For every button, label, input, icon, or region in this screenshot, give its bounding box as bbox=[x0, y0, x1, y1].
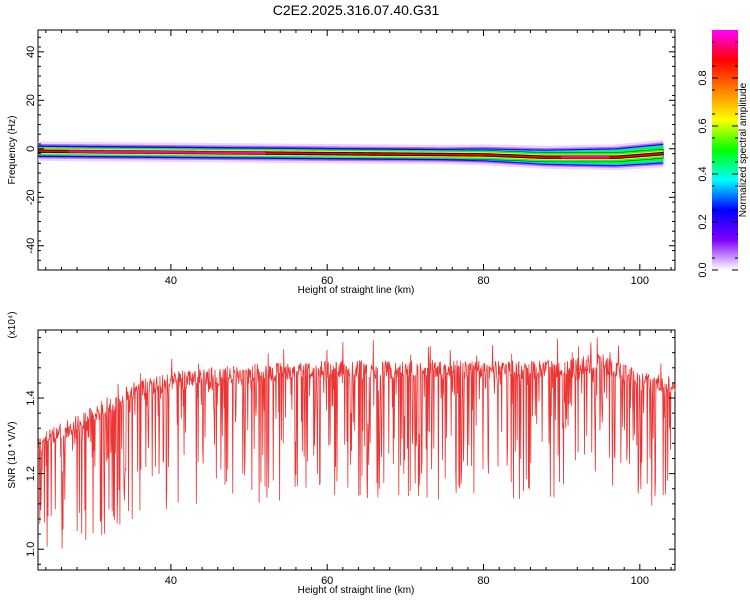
colorbar-tick-label: 0.8 bbox=[697, 70, 709, 85]
x-tick-label: 100 bbox=[631, 575, 649, 587]
colorbar-label: Normalized spectral amplitude bbox=[738, 82, 749, 217]
spectrogram-x-axis-label: Height of straight line (km) bbox=[298, 285, 415, 296]
colorbar-tick-label: 0.0 bbox=[697, 262, 709, 277]
x-tick-label: 60 bbox=[321, 575, 333, 587]
spectral-band bbox=[37, 139, 664, 171]
x-tick-label: 60 bbox=[321, 275, 333, 287]
spectrogram-panel: 40 60 80 100 -40 -20 0 20 40 Height of straight … bbox=[7, 29, 676, 296]
snr-line bbox=[37, 337, 676, 549]
y-tick-label: 1.2 bbox=[25, 466, 37, 481]
x-tick-label: 80 bbox=[477, 575, 489, 587]
y-tick-label: 1.0 bbox=[25, 542, 37, 557]
spectrogram-ticks: 40 60 80 100 -40 -20 0 20 40 bbox=[25, 30, 675, 287]
snr-series bbox=[37, 337, 676, 549]
y-tick-label: 0 bbox=[25, 146, 37, 152]
y-tick-label: 1.4 bbox=[25, 390, 37, 405]
colorbar-tick-label: 0.6 bbox=[697, 118, 709, 133]
x-tick-label: 80 bbox=[477, 275, 489, 287]
x-tick-label: 40 bbox=[165, 575, 177, 587]
band-peak-core bbox=[68, 150, 266, 155]
colorbar-tick-label: 0.4 bbox=[697, 166, 709, 181]
colorbar-tick-label: 0.2 bbox=[697, 214, 709, 229]
spectrogram-y-axis-label: Frequency (Hz) bbox=[7, 116, 18, 185]
colorbar-ticks: 0.0 0.2 0.4 0.6 0.8 bbox=[697, 41, 738, 278]
snr-x-axis-label: Height of straight line (km) bbox=[298, 585, 415, 596]
snr-ticks: 40 60 80 100 1.0 1.2 1.4 bbox=[25, 330, 675, 587]
y-tick-label: 40 bbox=[25, 46, 37, 58]
y-tick-label: 20 bbox=[25, 94, 37, 106]
x-tick-label: 40 bbox=[165, 275, 177, 287]
chart-title: C2E2.2025.316.07.40.G31 bbox=[273, 2, 440, 18]
band-contour bbox=[37, 146, 664, 163]
x-tick-label: 100 bbox=[631, 275, 649, 287]
snr-y-multiplier: (x10⁴) bbox=[7, 311, 18, 338]
y-tick-label: -20 bbox=[25, 189, 37, 205]
y-tick-label: -40 bbox=[25, 238, 37, 254]
snr-y-axis-label: SNR (10 * V/V) bbox=[7, 421, 18, 488]
colorbar-gradient bbox=[712, 30, 738, 270]
colorbar: 0.0 0.2 0.4 0.6 0.8 Normalized spectral ampl… bbox=[697, 30, 749, 278]
snr-plot-frame bbox=[37, 329, 676, 571]
snr-panel: 40 60 80 100 1.0 1.2 1.4 Height of straight li… bbox=[7, 311, 676, 596]
